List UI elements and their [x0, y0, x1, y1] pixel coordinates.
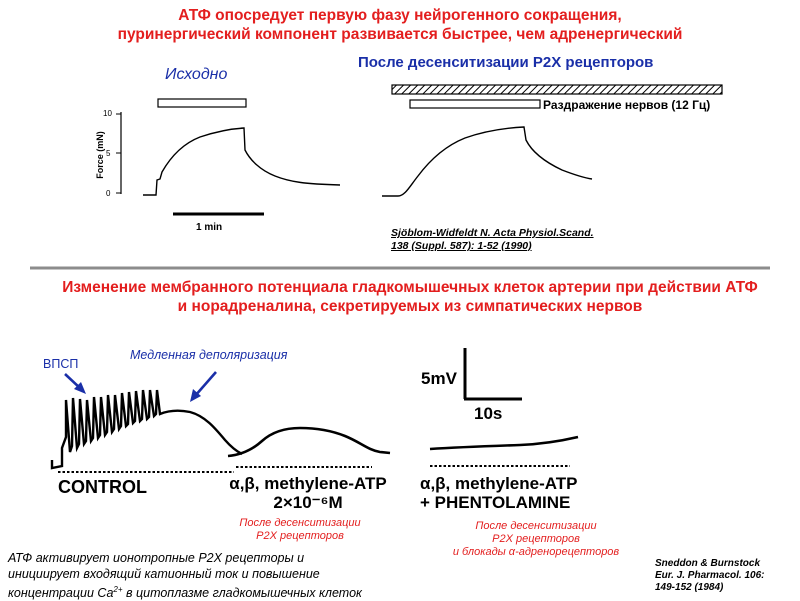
summary-line3-part2: в цитоплазме гладкомышечных клеток: [122, 586, 362, 601]
top-reference-line1: Sjöblom-Widfeldt N. Acta Physiol.Scand.: [391, 227, 594, 239]
force-trace-after: [382, 126, 593, 197]
bottom-title: Изменение мембранного потенциала гладком…: [40, 278, 780, 316]
p2x-desensitization-bar: [391, 84, 723, 95]
trace-methylene-atp-label: α,β, methylene-ATP 2×10⁻⁶M: [218, 474, 398, 512]
summary-line3-part1: концентрации Ca: [8, 586, 114, 601]
summary-line3-superscript: 2+: [113, 585, 123, 594]
trace2-label-line2: 2×10⁻⁶M: [273, 493, 343, 512]
top-title-line1: АТФ опосредует первую фазу нейрогенного …: [178, 7, 622, 24]
time-scale-label: 1 min: [196, 222, 223, 233]
note3-line3: и блокады α-адренорецепторов: [452, 546, 620, 558]
bottom-reference: Sneddon & Burnstock Eur. J. Pharmacol. 1…: [655, 558, 765, 594]
trace2-label-line1: α,β, methylene-ATP: [229, 474, 387, 493]
trace-phentolamine-label: α,β, methylene-ATP + PHENTOLAMINE: [420, 474, 592, 512]
y-tick-5: 5: [106, 149, 111, 158]
top-title: АТФ опосредует первую фазу нейрогенного …: [60, 6, 740, 44]
note3-line2: P2X рецепторов: [492, 533, 580, 545]
note-after-desensitization-and-blockade: После десенситизации P2X рецепторов и бл…: [436, 520, 636, 559]
force-trace-baseline: [143, 127, 341, 196]
top-reference: Sjöblom-Widfeldt N. Acta Physiol.Scand. …: [391, 227, 594, 253]
bottom-title-line2: и норадреналина, секретируемых из симпат…: [177, 298, 643, 315]
summary-text: АТФ активирует ионотропные P2X рецепторы…: [8, 550, 408, 601]
trace-control: [50, 389, 243, 473]
trace3-label-line2: + PHENTOLAMINE: [420, 493, 571, 512]
note3-line1: После десенситизации: [475, 520, 597, 532]
slow-depolarization-arrow-icon: [190, 371, 217, 402]
top-reference-line2: 138 (Suppl. 587): 1-52 (1990): [391, 240, 532, 252]
note2-line2: P2X рецепторов: [256, 530, 344, 542]
label-baseline: Исходно: [165, 66, 228, 83]
bottom-reference-line1: Sneddon & Burnstock: [655, 558, 761, 569]
scale-time-label: 10s: [474, 404, 503, 423]
summary-line1: АТФ активирует ионотропные P2X рецепторы…: [8, 551, 305, 565]
label-slow-depolarization: Медленная деполяризация: [130, 348, 288, 362]
voltage-time-scale-bar: [463, 348, 522, 401]
summary-line3: концентрации Ca2+ в цитоплазме гладкомыш…: [8, 582, 408, 601]
trace-methylene-atp: [227, 426, 391, 468]
label-vpsp: ВПСП: [43, 357, 79, 371]
stimulation-bar-baseline: [157, 98, 247, 108]
trace-control-label: CONTROL: [58, 477, 147, 497]
note-after-desensitization: После десенситизации P2X рецепторов: [230, 517, 370, 543]
force-y-axis: [116, 112, 122, 194]
label-after-desensitization: После десенситизации P2X рецепторов: [358, 54, 654, 71]
bottom-reference-line2: Eur. J. Pharmacol. 106:: [655, 570, 765, 581]
vpsp-arrow-icon: [64, 373, 86, 394]
trace3-label-line1: α,β, methylene-ATP: [420, 474, 578, 493]
y-tick-0: 0: [106, 189, 111, 198]
top-title-line2: пуринергический компонент развивается бы…: [117, 26, 683, 43]
summary-line2: инициирует входящий катионный ток и повы…: [8, 567, 320, 581]
y-tick-10: 10: [103, 109, 112, 118]
label-nerve-stimulation: Раздражение нервов (12 Гц): [543, 98, 711, 112]
bottom-title-line1: Изменение мембранного потенциала гладком…: [62, 279, 758, 296]
scale-voltage-label: 5mV: [421, 369, 457, 388]
bottom-reference-line3: 149-152 (1984): [655, 582, 724, 593]
note2-line1: После десенситизации: [239, 517, 361, 529]
stimulation-bar-after: [409, 99, 541, 109]
trace-methylene-atp-phentolamine: [429, 435, 579, 467]
